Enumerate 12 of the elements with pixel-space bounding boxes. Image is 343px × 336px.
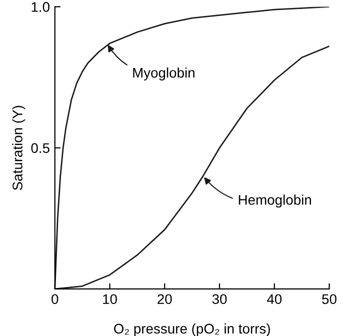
- x-tick-label: 10: [103, 294, 117, 304]
- x-tick-label: 20: [158, 294, 172, 304]
- x-tick-label: 50: [322, 294, 336, 304]
- x-tick-label: 0: [52, 294, 58, 304]
- x-tick-label: 40: [266, 294, 282, 304]
- y-tick-label: 0.5: [31, 143, 50, 154]
- y-axis-title: Saturation (Y): [12, 106, 26, 190]
- y-tick-label: 1.0: [32, 2, 50, 12]
- annotation: Myoglobin: [133, 67, 194, 80]
- annotation: Hemoglobin: [238, 194, 311, 208]
- x-axis-title: O₂ pressure (pO₂ in torrs): [114, 323, 270, 336]
- x-tick-label: 30: [212, 294, 227, 304]
